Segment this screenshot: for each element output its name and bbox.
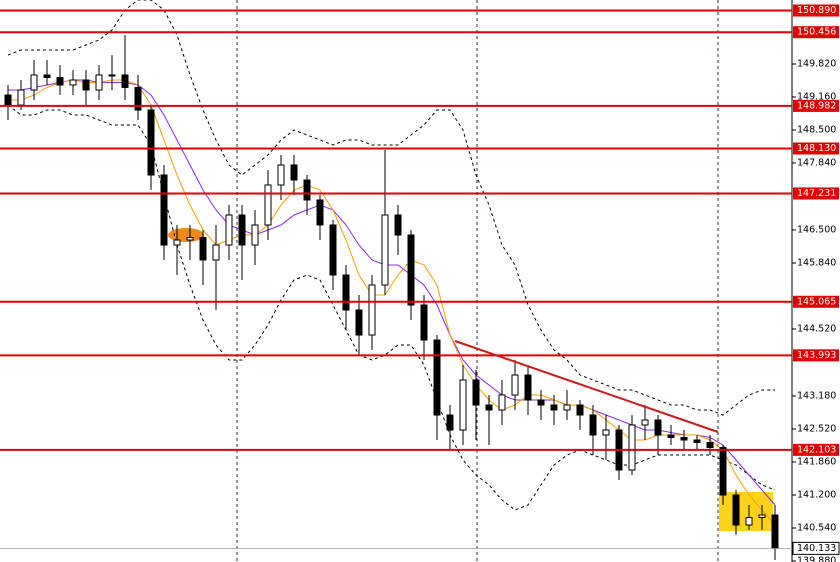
indicator-line — [7, 104, 776, 511]
candle-body — [134, 87, 142, 111]
candle-body — [225, 214, 233, 246]
candle-body — [290, 164, 298, 181]
candle-body — [381, 214, 389, 286]
y-tick-label: 145.840 — [797, 258, 836, 269]
candle-body — [732, 494, 740, 526]
candle-body — [706, 442, 714, 448]
candle-body — [719, 447, 727, 496]
candle-body — [745, 517, 753, 526]
candle-body — [186, 237, 194, 241]
candle-body — [199, 237, 207, 261]
candle-body — [680, 437, 688, 441]
current-price-bg — [792, 541, 840, 555]
candle-body — [121, 74, 129, 88]
candle-body — [212, 244, 220, 261]
candle-body — [576, 404, 584, 416]
current-price-label: 140.133 — [797, 543, 836, 554]
level-label-bg — [793, 142, 839, 155]
candle-body — [95, 74, 103, 91]
candle-body — [628, 424, 636, 471]
candle-body — [355, 309, 363, 336]
level-label-bg — [793, 443, 839, 456]
level-label-bg — [793, 349, 839, 362]
level-label: 150.890 — [797, 5, 836, 16]
candle-body — [264, 184, 272, 226]
level-label: 147.231 — [797, 188, 836, 199]
level-label-bg — [793, 4, 839, 17]
y-tick-label: 149.160 — [797, 92, 836, 103]
candle-body — [667, 434, 675, 438]
y-tick-label: 144.520 — [797, 324, 836, 335]
candle-body — [173, 239, 181, 246]
candle-body — [472, 379, 480, 406]
candle-body — [251, 224, 259, 246]
candle-body — [589, 414, 597, 436]
candle-body — [147, 109, 155, 176]
level-label-bg — [793, 187, 839, 200]
level-label: 142.103 — [797, 444, 836, 455]
level-label: 148.130 — [797, 143, 836, 154]
candle-body — [771, 514, 779, 549]
candle-body — [4, 94, 12, 106]
candle-body — [43, 74, 51, 78]
candle-body — [433, 339, 441, 416]
candle-body — [485, 404, 493, 411]
candle-body — [108, 74, 116, 77]
trendline — [454, 340, 719, 433]
candle-body — [342, 274, 350, 311]
candle-body — [498, 394, 506, 411]
candle-body — [368, 284, 376, 336]
plot — [0, 0, 792, 560]
y-tick-label: 143.180 — [797, 391, 836, 402]
candle-body — [82, 79, 90, 91]
y-tick-label: 146.500 — [797, 225, 836, 236]
candle-body — [69, 79, 77, 86]
candle-body — [537, 399, 545, 406]
level-label-bg — [793, 26, 839, 39]
level-label: 148.982 — [797, 100, 836, 111]
candle-body — [56, 77, 64, 86]
y-tick-label: 139.880 — [797, 556, 836, 562]
candle-body — [420, 304, 428, 341]
candle-body — [511, 374, 519, 396]
candle-body — [550, 404, 558, 411]
axis-labels: 149.820 149.160 148.500 147.840 146.500 145.8… — [792, 4, 840, 562]
y-tick-label: 148.500 — [797, 125, 836, 136]
candle-body — [459, 379, 467, 431]
y-tick-label: 140.540 — [797, 523, 836, 534]
y-tick-label: 147.840 — [797, 158, 836, 169]
y-tick-label: 141.860 — [797, 457, 836, 468]
candle-body — [446, 414, 454, 431]
candle-body — [160, 174, 168, 246]
level-label-bg — [793, 99, 839, 112]
level-label: 150.456 — [797, 27, 836, 38]
y-tick-label: 142.520 — [797, 424, 836, 435]
level-label: 145.065 — [797, 296, 836, 307]
candle-body — [563, 404, 571, 411]
candle-body — [693, 439, 701, 443]
candle-body — [329, 224, 337, 276]
candle-body — [641, 419, 649, 426]
candle-body — [407, 234, 415, 306]
candle-body — [316, 199, 324, 226]
candle-body — [30, 74, 38, 91]
candle-body — [238, 214, 246, 246]
level-label: 143.993 — [797, 350, 836, 361]
candle-body — [394, 214, 402, 236]
level-label-bg — [793, 295, 839, 308]
y-tick-label: 141.200 — [797, 490, 836, 501]
candle-body — [17, 89, 25, 106]
candle-body — [303, 179, 311, 201]
candle-body — [524, 374, 532, 401]
candle-body — [602, 429, 610, 436]
candle-body — [277, 164, 285, 186]
indicator-line — [7, 0, 775, 416]
candle-body — [758, 514, 766, 518]
indicator-line — [8, 79, 776, 526]
candle-body — [654, 419, 662, 436]
y-tick-label: 149.820 — [797, 59, 836, 70]
